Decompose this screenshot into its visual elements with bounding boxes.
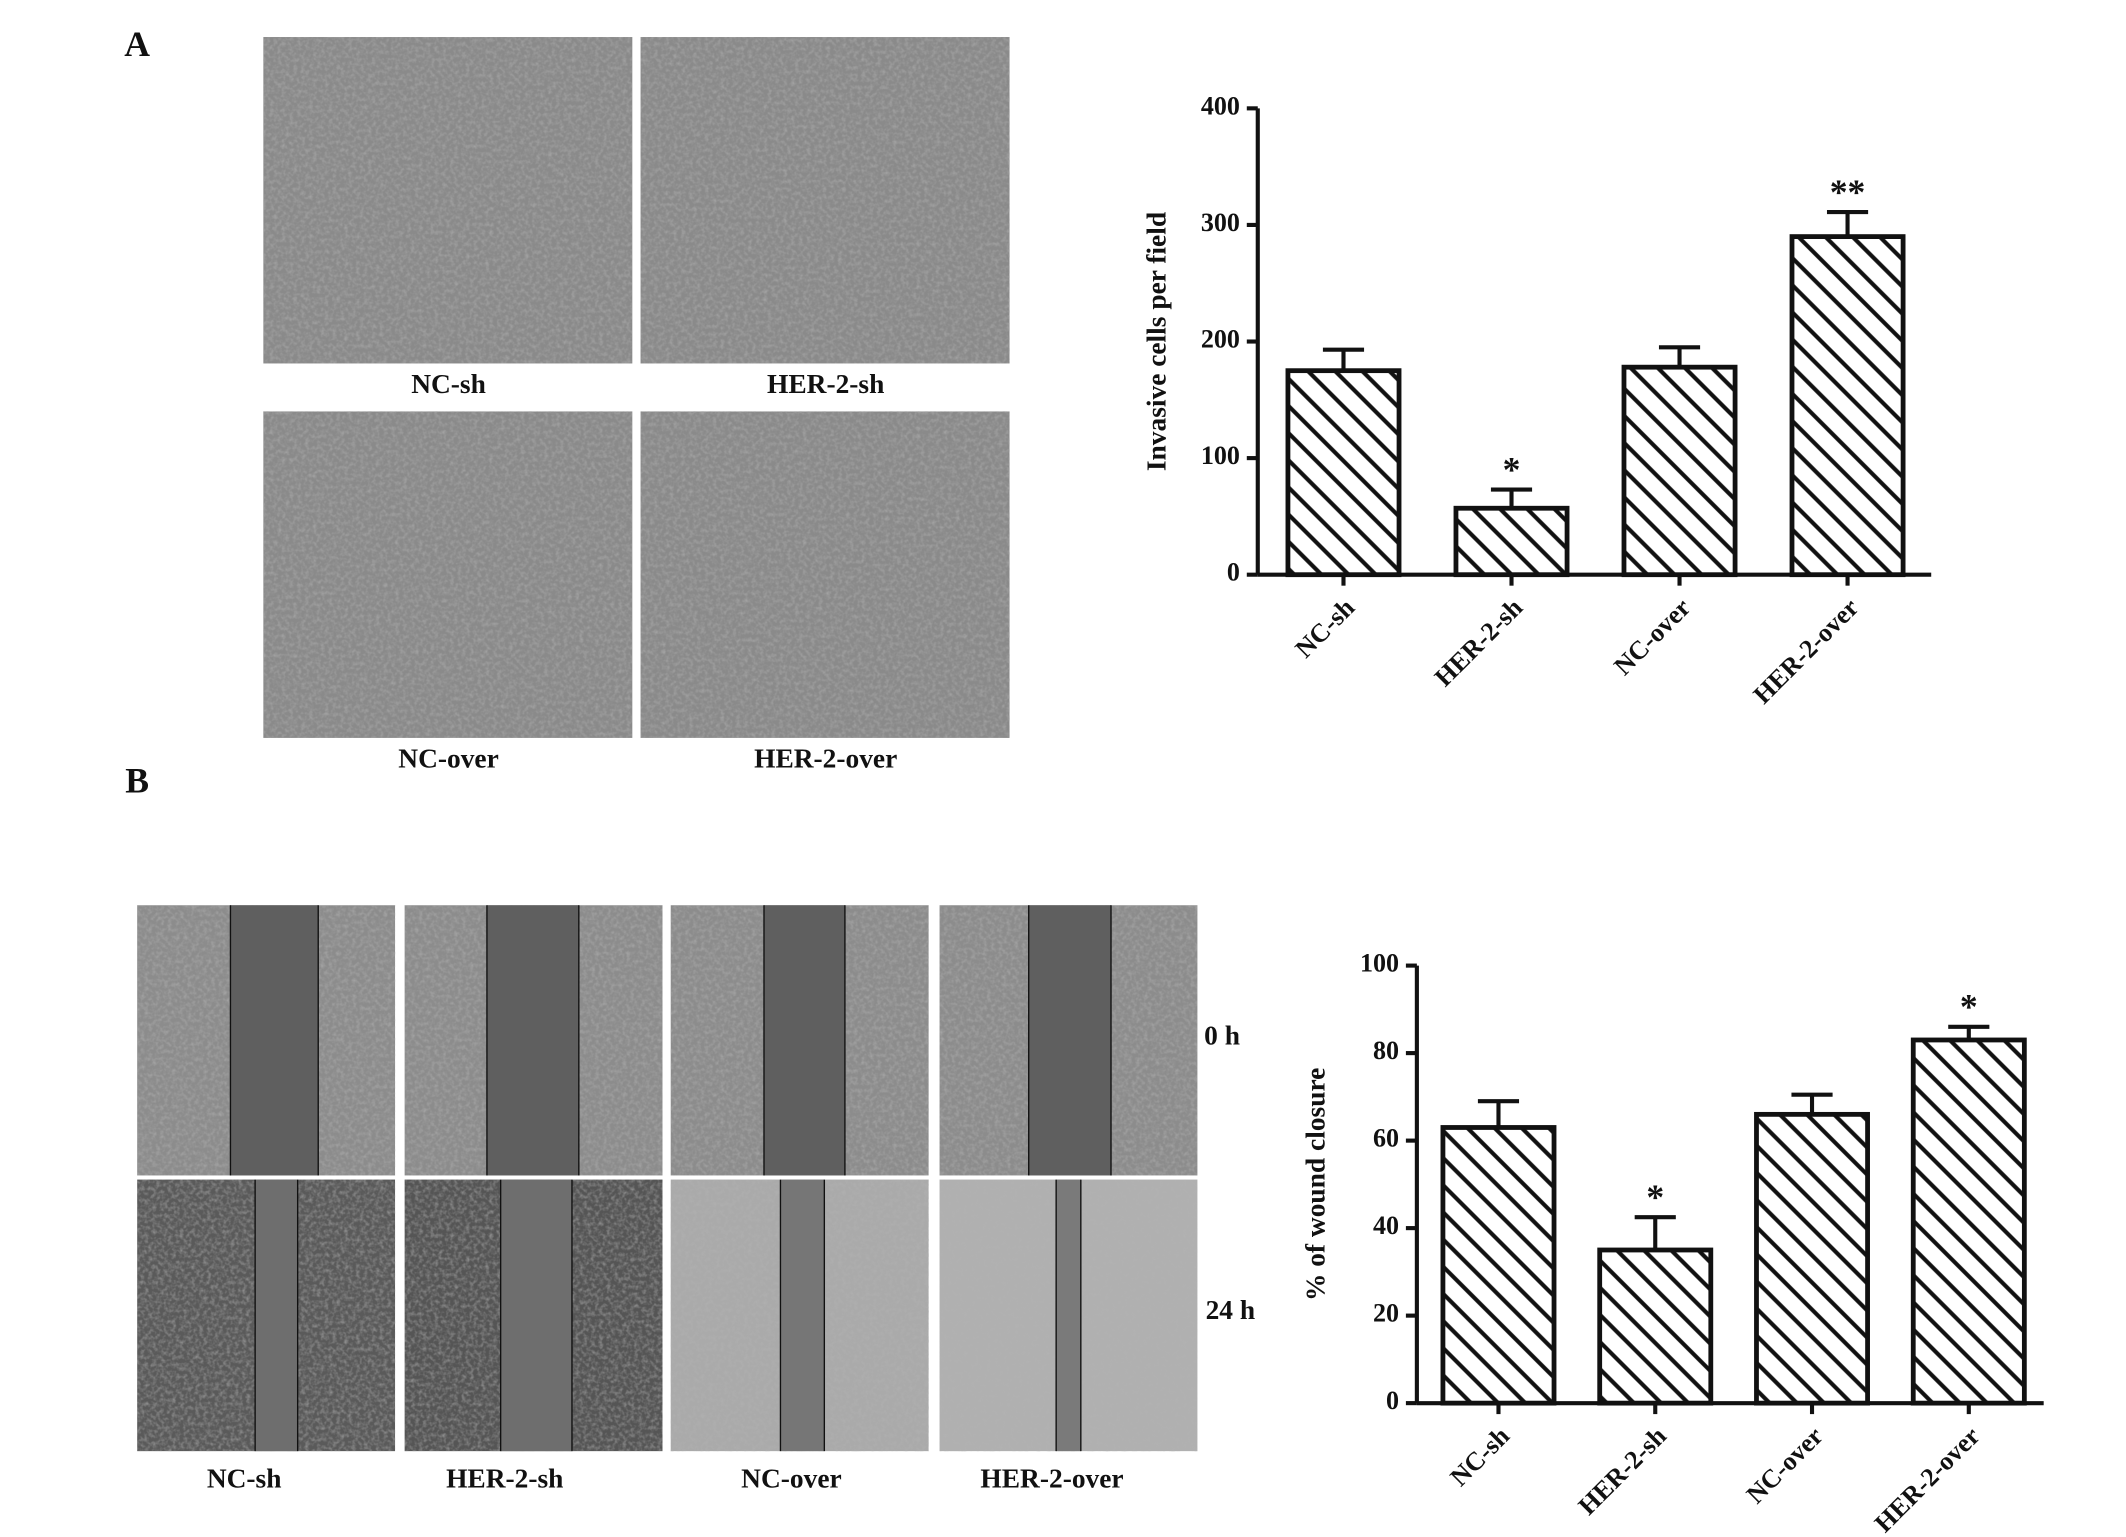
bar	[1285, 368, 1402, 578]
image-caption: HER-2-over	[980, 1464, 1123, 1494]
wound-gap	[763, 905, 845, 1176]
bar	[1910, 1037, 2027, 1406]
bar	[1621, 364, 1738, 578]
x-tick-label: NC-sh	[1290, 592, 1361, 663]
y-tick-label: 20	[1373, 1299, 1399, 1328]
image-caption: NC-over	[741, 1464, 842, 1494]
wound-gap	[1028, 905, 1112, 1176]
y-tick-label: 40	[1373, 1211, 1399, 1240]
y-tick-label: 0	[1386, 1386, 1399, 1415]
wound-gap	[255, 1179, 298, 1452]
image-caption: HER-2-sh	[767, 369, 884, 399]
wound-gap	[780, 1179, 825, 1452]
panel-label: A	[124, 24, 150, 64]
x-tick-label: NC-over	[1741, 1421, 1829, 1509]
y-tick-label: 100	[1360, 949, 1399, 978]
micrograph-texture	[640, 37, 1010, 364]
y-tick-label: 400	[1201, 91, 1240, 120]
bar	[1789, 234, 1906, 578]
bar	[1440, 1125, 1557, 1406]
significance-label: **	[1830, 172, 1866, 212]
wound-gap	[486, 905, 579, 1176]
micrograph-texture	[263, 411, 633, 738]
image-caption: NC-sh	[207, 1464, 282, 1494]
bar	[1754, 1111, 1870, 1406]
x-tick-label: HER-2-sh	[1573, 1421, 1673, 1521]
y-tick-label: 300	[1201, 208, 1240, 237]
y-axis-label: Invasive cells per field	[1141, 212, 1171, 471]
panel-label: B	[125, 761, 149, 801]
row-label: 0 h	[1204, 1021, 1240, 1051]
micrograph-texture	[263, 37, 633, 364]
wound-gap	[1056, 1179, 1081, 1452]
significance-label: *	[1503, 449, 1521, 489]
x-tick-label: HER-2-over	[1869, 1421, 1986, 1537]
bar	[1597, 1247, 1714, 1406]
image-caption: NC-sh	[411, 369, 486, 399]
y-tick-label: 200	[1201, 325, 1240, 354]
image-caption: HER-2-over	[754, 744, 897, 774]
wound-gap	[230, 905, 319, 1176]
x-tick-label: NC-over	[1608, 593, 1696, 681]
y-tick-label: 80	[1373, 1036, 1399, 1065]
bar	[1453, 505, 1570, 578]
image-caption: HER-2-sh	[446, 1464, 563, 1494]
micrograph-texture	[640, 411, 1010, 738]
y-axis-label: % of wound closure	[1300, 1068, 1330, 1301]
significance-label: *	[1960, 987, 1978, 1027]
x-tick-label: HER-2-over	[1748, 593, 1865, 710]
y-tick-label: 60	[1373, 1124, 1399, 1153]
image-caption: NC-over	[398, 744, 499, 774]
wound-gap	[500, 1179, 572, 1452]
significance-label: *	[1646, 1177, 1664, 1217]
x-tick-label: NC-sh	[1445, 1421, 1516, 1492]
y-tick-label: 0	[1227, 558, 1240, 587]
x-tick-label: HER-2-sh	[1429, 592, 1529, 692]
y-tick-label: 100	[1201, 441, 1240, 470]
row-label: 24 h	[1206, 1295, 1256, 1325]
